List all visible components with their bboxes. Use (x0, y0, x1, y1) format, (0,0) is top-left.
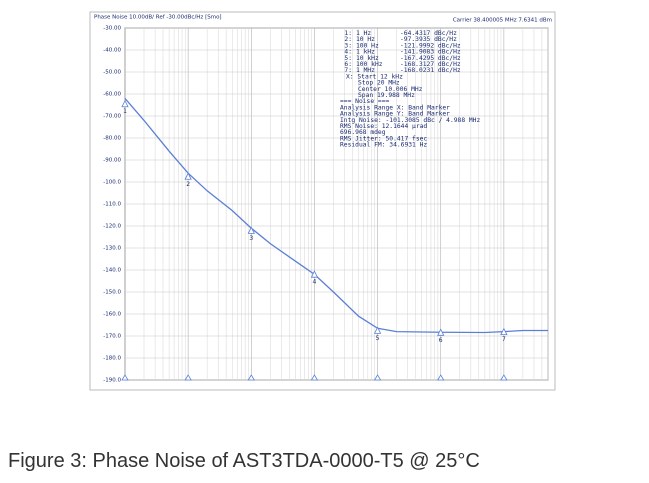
header-right: Carrier 38.400005 MHz 7.6341 dBm (453, 18, 552, 24)
y-tick-label: -90.00 (103, 158, 121, 164)
axis-marker (373, 374, 382, 381)
info-line: Center 10.006 MHz (358, 86, 423, 93)
info-line: X: Start 12 kHz (346, 73, 403, 80)
marker-id: 6: (344, 61, 352, 68)
marker-freq: 100 Hz (356, 42, 379, 49)
y-tick-label: -140.0 (103, 268, 121, 274)
info-line: Analysis Range Y: Band Marker (340, 111, 450, 118)
marker-value: -141.9083 dBc/Hz (400, 49, 461, 56)
info-line: === Noise === (340, 98, 389, 105)
marker (247, 226, 255, 234)
info-line: Stop 20 MHz (358, 80, 400, 87)
marker-value: -168.0231 dBc/Hz (400, 67, 461, 74)
marker-id: 4: (344, 49, 352, 56)
y-tick-label: -50.00 (103, 70, 121, 76)
info-line: 696.968 mdeg (340, 129, 386, 136)
marker-id: 2: (344, 36, 352, 43)
marker-id: 7: (344, 67, 352, 74)
axis-marker (500, 374, 508, 381)
marker-label: 1 (123, 108, 127, 115)
axis-marker (184, 374, 192, 381)
y-tick-label: -100.0 (103, 180, 121, 186)
y-tick-label: -130.0 (103, 246, 121, 252)
marker-label: 2 (186, 181, 190, 188)
y-tick-label: -120.0 (103, 224, 121, 230)
axis-marker (121, 374, 129, 381)
y-tick-label: -60.00 (103, 92, 121, 98)
marker-freq: 100 kHz (356, 61, 383, 68)
y-tick-label: -30.00 (103, 26, 121, 32)
caption: Figure 3: Phase Noise of AST3TDA-0000-T5… (8, 450, 480, 472)
info-line: Intg Noise: -101.3085 dBc / 4.988 MHz (340, 117, 480, 124)
marker-id: 1: (344, 30, 352, 37)
marker-freq: 1 Hz (356, 30, 371, 37)
chart: Phase Noise 10.00dB/ Ref -30.00dBc/Hz [S… (89, 11, 556, 391)
marker-label: 5 (376, 335, 380, 342)
y-tick-label: -190.0 (103, 378, 121, 384)
marker (184, 172, 192, 180)
header-left: Phase Noise 10.00dB/ Ref -30.00dBc/Hz [S… (94, 15, 222, 21)
y-tick-label: -160.0 (103, 312, 121, 318)
marker-label: 6 (439, 337, 443, 344)
info-line: Analysis Range X: Band Marker (340, 104, 450, 111)
y-tick-label: -170.0 (103, 334, 121, 340)
marker-label: 4 (313, 279, 317, 286)
marker-value: -121.9992 dBc/Hz (400, 42, 461, 49)
info-line: Span 19.988 MHz (358, 92, 415, 99)
marker-freq: 10 Hz (356, 36, 375, 43)
marker-value: -168.3127 dBc/Hz (400, 61, 461, 68)
axis-marker (247, 374, 255, 381)
axis-marker (437, 374, 445, 381)
marker (310, 270, 319, 278)
y-tick-label: -70.00 (103, 114, 121, 120)
y-tick-label: -110.0 (103, 202, 121, 208)
marker-id: 5: (344, 55, 352, 62)
marker-value: -64.4317 dBc/Hz (400, 30, 457, 37)
y-tick-label: -150.0 (103, 290, 121, 296)
marker (373, 326, 382, 334)
marker (500, 327, 508, 336)
axis-marker (310, 374, 319, 381)
marker-value: -167.4295 dBc/Hz (400, 55, 461, 62)
marker-label: 3 (249, 235, 253, 242)
marker (121, 99, 129, 108)
y-tick-label: -80.00 (103, 136, 121, 142)
marker-label: 7 (502, 336, 506, 343)
marker-freq: 10 kHz (356, 55, 379, 62)
marker (437, 328, 445, 336)
marker-freq: 1 kHz (356, 49, 375, 56)
y-tick-label: -40.00 (103, 48, 121, 54)
marker-id: 3: (344, 42, 352, 49)
info-line: RMS Noise: 12.1644 µrad (340, 123, 427, 130)
y-tick-label: -180.0 (103, 356, 121, 362)
info-line: Residual FM: 34.6931 Hz (340, 142, 427, 149)
info-line: RMS Jitter: 50.417 fsec (340, 135, 427, 142)
marker-value: -97.3935 dBc/Hz (400, 36, 457, 43)
marker-freq: 1 MHz (356, 67, 375, 74)
